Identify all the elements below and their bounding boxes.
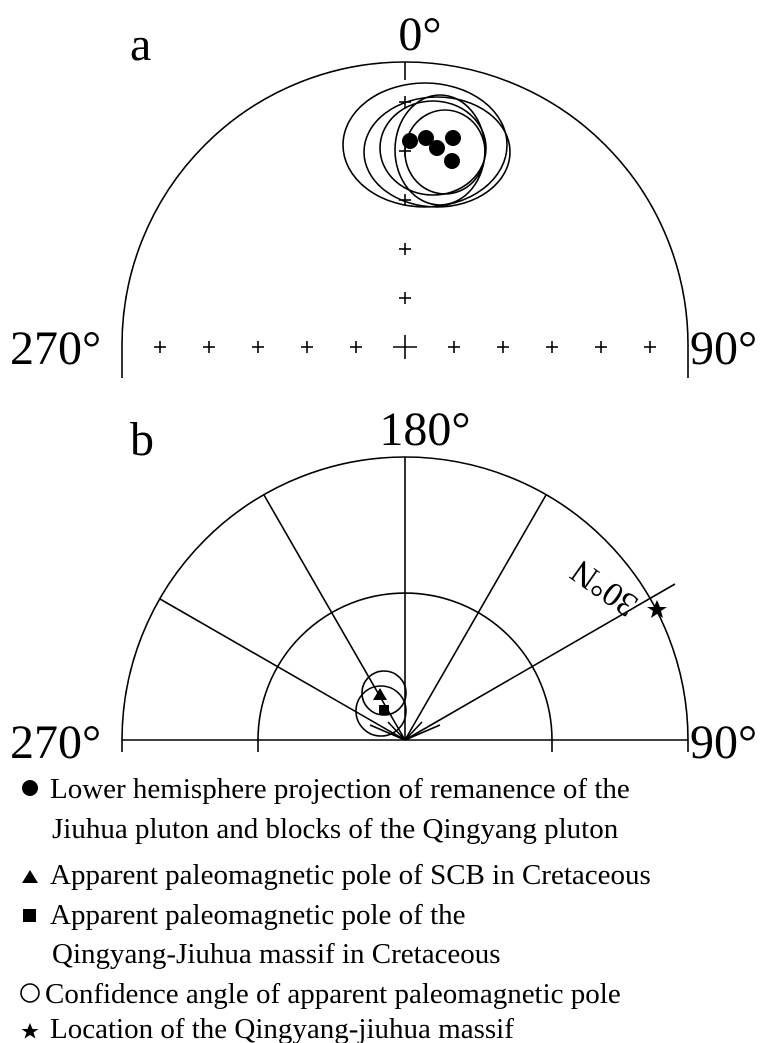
massif-pole: [379, 705, 389, 715]
panel-label: a: [130, 18, 151, 71]
legend-marker: [22, 870, 38, 883]
remanence-points: [402, 130, 461, 169]
angle-label: 270°: [10, 716, 101, 769]
legend-marker: [21, 1023, 39, 1039]
stereonet-outline: [121, 61, 689, 378]
legend-text: Lower hemisphere projection of remanence…: [50, 773, 630, 805]
angle-label: 180°: [379, 403, 470, 456]
legend-marker: [20, 983, 40, 1003]
grid-crosses: [154, 96, 656, 359]
massif-location: [647, 600, 667, 618]
legend-text: Jiuhua pluton and blocks of the Qingyang…: [52, 813, 619, 845]
angle-label: 270°: [10, 322, 101, 375]
panel-a: a 0° 270° 90°: [10, 8, 757, 378]
meridians: [159, 457, 676, 741]
legend-marker: [23, 909, 36, 922]
legend-text: Confidence angle of apparent paleomagnet…: [45, 978, 621, 1010]
legend-text: Apparent paleomagnetic pole of the: [50, 899, 466, 931]
confidence-circle: [355, 685, 407, 737]
legend-text: Qingyang-Jiuhua massif in Cretaceous: [52, 938, 501, 970]
scb-pole: [373, 688, 387, 700]
legend: Lower hemisphere projection of remanence…: [20, 773, 651, 1043]
angle-label: 90°: [690, 322, 757, 375]
panel-label: b: [130, 413, 154, 466]
panel-b: b 180° 270° 90° 30°N: [10, 403, 757, 769]
legend-text: Location of the Qingyang-jiuhua massif: [50, 1013, 514, 1043]
angle-label: 0°: [398, 8, 441, 61]
legend-text: Apparent paleomagnetic pole of SCB in Cr…: [50, 859, 651, 891]
confidence-ellipses: [342, 82, 511, 208]
latitude-label: 30°N: [564, 552, 644, 624]
legend-marker: [22, 780, 38, 796]
angle-label: 90°: [690, 716, 757, 769]
